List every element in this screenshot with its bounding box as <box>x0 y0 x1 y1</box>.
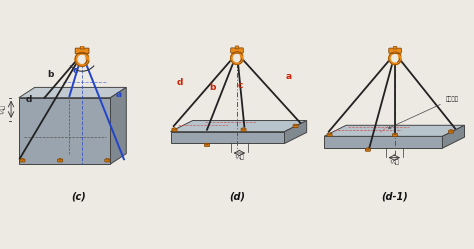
FancyBboxPatch shape <box>59 159 61 160</box>
Text: c: c <box>73 66 78 75</box>
FancyBboxPatch shape <box>450 130 452 131</box>
Text: d: d <box>177 78 183 87</box>
Text: ¼長: ¼長 <box>0 104 6 114</box>
Text: ¼長: ¼長 <box>235 155 244 160</box>
FancyBboxPatch shape <box>389 48 401 53</box>
Text: c: c <box>238 81 243 90</box>
Polygon shape <box>75 52 89 66</box>
Polygon shape <box>171 132 284 143</box>
FancyBboxPatch shape <box>293 124 298 127</box>
Text: ¼長: ¼長 <box>389 159 399 165</box>
Polygon shape <box>19 98 110 164</box>
FancyBboxPatch shape <box>448 130 454 133</box>
Polygon shape <box>392 55 398 62</box>
Text: (d): (d) <box>229 192 245 202</box>
FancyBboxPatch shape <box>328 133 330 134</box>
Polygon shape <box>233 55 240 62</box>
Polygon shape <box>78 55 85 63</box>
Text: a: a <box>116 90 122 99</box>
Polygon shape <box>19 87 126 98</box>
Text: d: d <box>26 95 32 104</box>
FancyBboxPatch shape <box>394 133 396 135</box>
FancyBboxPatch shape <box>393 46 397 49</box>
Polygon shape <box>110 87 126 164</box>
Text: (c): (c) <box>72 191 86 201</box>
FancyBboxPatch shape <box>106 159 108 160</box>
Polygon shape <box>324 136 442 148</box>
Text: a: a <box>286 71 292 81</box>
FancyBboxPatch shape <box>327 133 332 136</box>
Polygon shape <box>284 121 307 143</box>
Polygon shape <box>231 52 243 64</box>
Polygon shape <box>171 121 307 132</box>
Text: b: b <box>47 70 53 79</box>
Polygon shape <box>442 125 465 148</box>
FancyBboxPatch shape <box>105 159 110 162</box>
FancyBboxPatch shape <box>392 133 398 136</box>
FancyBboxPatch shape <box>241 128 246 131</box>
FancyBboxPatch shape <box>231 48 243 53</box>
FancyBboxPatch shape <box>173 128 175 129</box>
Text: b: b <box>210 83 216 92</box>
FancyBboxPatch shape <box>80 46 84 49</box>
Text: 60°: 60° <box>77 63 88 68</box>
FancyBboxPatch shape <box>172 128 177 131</box>
FancyBboxPatch shape <box>204 144 210 147</box>
FancyBboxPatch shape <box>206 143 208 145</box>
FancyBboxPatch shape <box>243 128 245 129</box>
FancyBboxPatch shape <box>367 148 369 149</box>
Polygon shape <box>389 52 401 65</box>
FancyBboxPatch shape <box>235 46 239 49</box>
FancyBboxPatch shape <box>20 159 25 162</box>
FancyBboxPatch shape <box>295 124 297 126</box>
FancyBboxPatch shape <box>365 148 370 151</box>
FancyBboxPatch shape <box>58 159 63 162</box>
Text: (d-1): (d-1) <box>382 191 409 201</box>
FancyBboxPatch shape <box>21 159 23 160</box>
Polygon shape <box>324 125 465 136</box>
Text: 荷約重心: 荷約重心 <box>389 96 458 128</box>
FancyBboxPatch shape <box>75 48 89 54</box>
